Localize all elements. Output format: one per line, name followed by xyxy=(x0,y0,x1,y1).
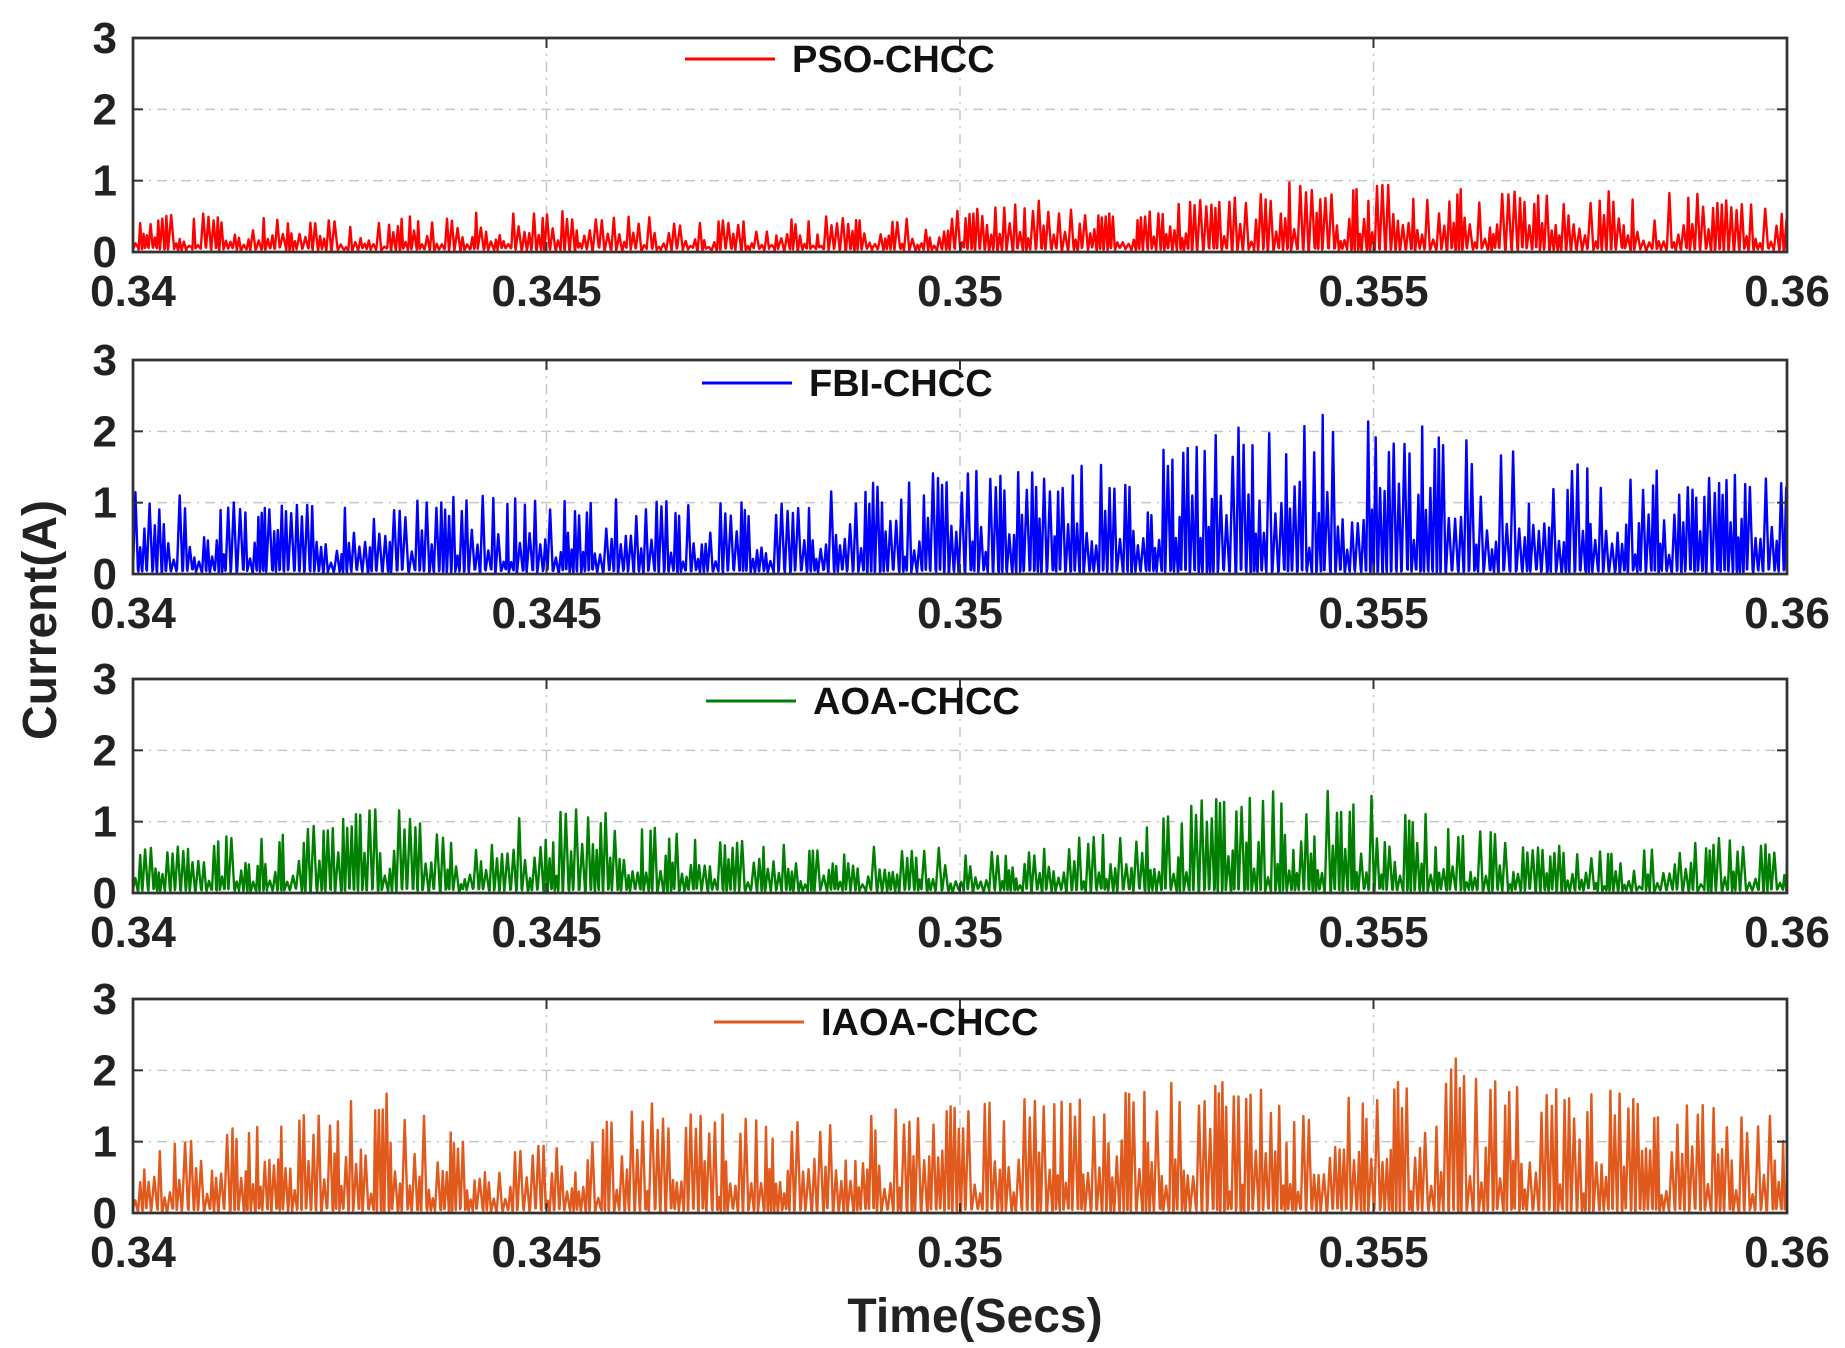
x-tick-label: 0.345 xyxy=(491,1228,601,1277)
y-tick-label: 2 xyxy=(93,85,117,134)
x-tick-label: 0.345 xyxy=(491,267,601,316)
plot-frame xyxy=(131,36,1789,254)
x-tick-label: 0.35 xyxy=(917,908,1003,957)
panel-3: 0 1 2 3 0.34 0.345 0.35 0.355 0.36 AOA-CHCC xyxy=(90,655,1830,957)
y-tick-label: 0 xyxy=(93,1189,117,1238)
y-tick-label: 3 xyxy=(93,336,117,385)
x-tick-label: 0.35 xyxy=(917,589,1003,638)
legend-label: FBI-CHCC xyxy=(809,363,993,405)
x-tick-label: 0.34 xyxy=(90,1228,176,1277)
panels-layer: 0 1 2 3 0.34 0.345 0.35 0.355 0.36 PSO-CHCC 0 1 2 3 0.… xyxy=(90,14,1830,1277)
panel-1: 0 1 2 3 0.34 0.345 0.35 0.355 0.36 PSO-CHCC xyxy=(90,14,1830,316)
y-axis-title: Current(A) xyxy=(14,500,67,740)
y-tick-label: 2 xyxy=(93,726,117,775)
series-line-3 xyxy=(133,789,1787,893)
x-tick-label: 0.345 xyxy=(491,908,601,957)
y-tick-label: 2 xyxy=(93,1046,117,1095)
y-tick-label: 0 xyxy=(93,869,117,918)
x-tick-label: 0.34 xyxy=(90,908,176,957)
x-tick-label: 0.36 xyxy=(1744,1228,1830,1277)
x-tick-label: 0.355 xyxy=(1318,1228,1428,1277)
x-tick-label: 0.34 xyxy=(90,267,176,316)
y-tick-label: 1 xyxy=(93,157,117,206)
x-tick-label: 0.35 xyxy=(917,1228,1003,1277)
y-tick-label: 0 xyxy=(93,550,117,599)
series-line-2 xyxy=(133,413,1787,574)
legend-label: AOA-CHCC xyxy=(813,681,1020,723)
x-tick-label: 0.36 xyxy=(1744,589,1830,638)
panel-2: 0 1 2 3 0.34 0.345 0.35 0.355 0.36 FBI-CHCC xyxy=(90,336,1830,638)
y-tick-label: 1 xyxy=(93,479,117,528)
x-tick-label: 0.34 xyxy=(90,589,176,638)
y-tick-label: 3 xyxy=(93,975,117,1024)
y-tick-label: 1 xyxy=(93,798,117,847)
y-tick-label: 1 xyxy=(93,1118,117,1167)
x-tick-label: 0.36 xyxy=(1744,908,1830,957)
x-tick-label: 0.355 xyxy=(1318,589,1428,638)
y-tick-label: 3 xyxy=(93,14,117,63)
x-tick-label: 0.345 xyxy=(491,589,601,638)
y-tick-label: 0 xyxy=(93,228,117,277)
x-tick-label: 0.355 xyxy=(1318,908,1428,957)
x-axis-title: Time(Secs) xyxy=(847,1290,1102,1343)
legend-label: IAOA-CHCC xyxy=(821,1002,1038,1044)
panel-4: 0 1 2 3 0.34 0.345 0.35 0.355 0.36 IAOA-CHCC xyxy=(90,975,1830,1277)
x-tick-label: 0.35 xyxy=(917,267,1003,316)
legend-label: PSO-CHCC xyxy=(792,39,995,81)
y-tick-label: 2 xyxy=(93,407,117,456)
y-tick-label: 3 xyxy=(93,655,117,704)
x-tick-label: 0.36 xyxy=(1744,267,1830,316)
x-tick-label: 0.355 xyxy=(1318,267,1428,316)
